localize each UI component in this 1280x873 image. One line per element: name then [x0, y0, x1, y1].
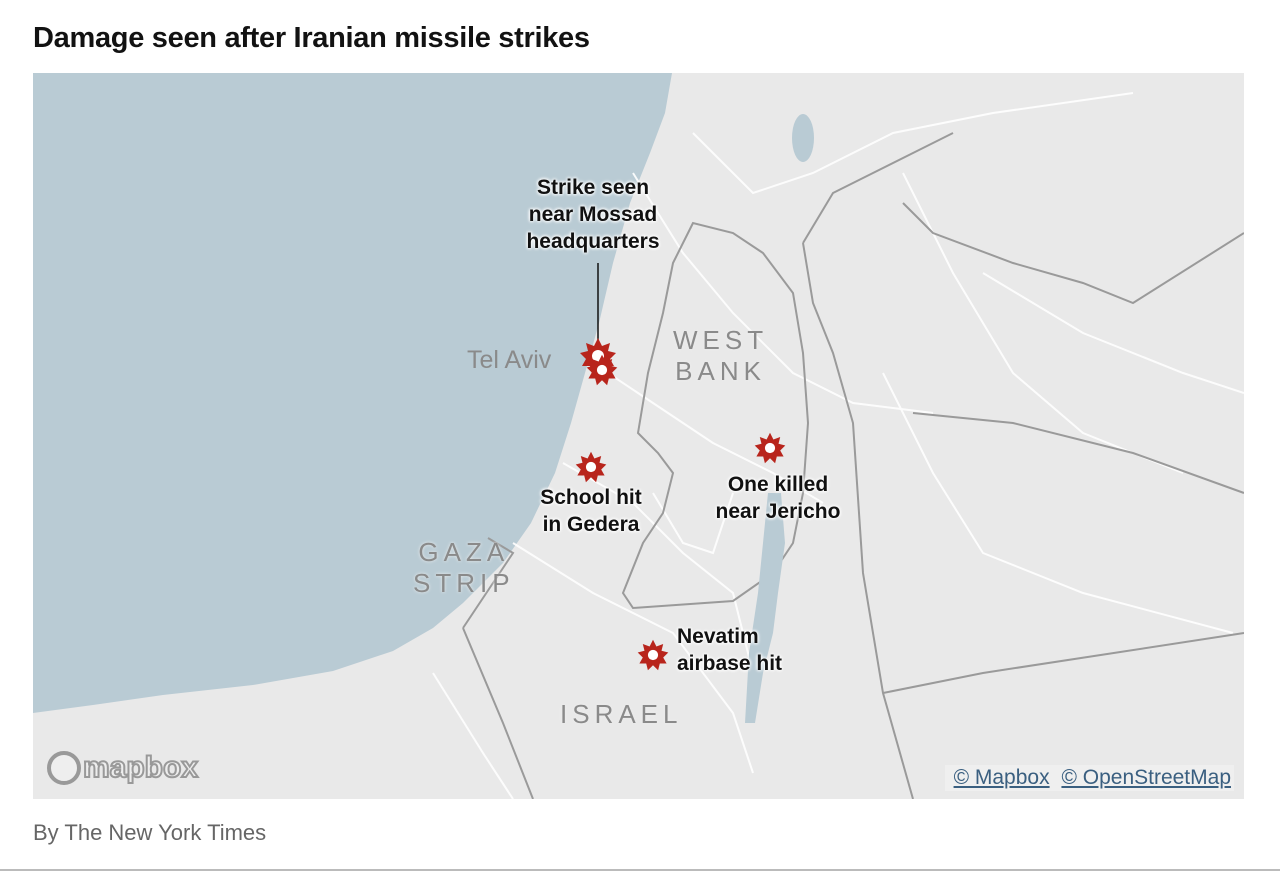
annotation-line: Strike seen [536, 176, 650, 199]
region-line: GAZA [418, 537, 510, 567]
borders [462, 132, 1244, 799]
annotation-jericho: One killed near Jericho [703, 471, 853, 525]
mapbox-logo-icon [47, 751, 81, 785]
mapbox-attribution-link[interactable]: © Mapbox [953, 766, 1050, 789]
city-label-tel-aviv: Tel Aviv [467, 346, 552, 374]
sea-of-galilee [792, 114, 814, 162]
explosion-icon-nevatim [637, 639, 669, 671]
explosion-icon-gedera [575, 451, 607, 483]
annotation-line: airbase hit [677, 652, 783, 675]
map-base [33, 73, 1244, 799]
region-label-west-bank: WEST BANK [673, 325, 768, 387]
annotation-line: Nevatim [677, 625, 759, 648]
annotation-line: near Mossad [528, 203, 658, 226]
annotation-line: School hit [540, 486, 642, 509]
dead-sea [745, 493, 785, 723]
annotation-line: headquarters [526, 230, 660, 253]
mapbox-logo[interactable]: mapbox [47, 750, 199, 785]
chart-title: Damage seen after Iranian missile strike… [33, 22, 590, 54]
annotation-line: in Gedera [542, 513, 640, 536]
region-line: STRIP [413, 568, 515, 598]
annotation-gedera: School hit in Gedera [521, 484, 661, 538]
region-label-gaza-strip: GAZA STRIP [413, 537, 515, 599]
annotation-line: One killed [727, 473, 829, 496]
region-line: WEST [673, 325, 769, 355]
annotation-line: near Jericho [715, 500, 841, 523]
region-label-israel: ISRAEL [560, 699, 683, 729]
credit-line: By The New York Times [33, 820, 267, 845]
mapbox-wordmark: mapbox [82, 750, 199, 785]
divider [0, 869, 1280, 871]
map[interactable]: Tel Aviv WEST BANK GAZA STRIP ISRAEL Str… [33, 73, 1244, 799]
annotation-mossad: Strike seen near Mossad headquarters [503, 174, 683, 255]
mediterranean-sea [33, 73, 672, 713]
region-line: BANK [675, 356, 766, 386]
annotation-nevatim: Nevatim airbase hit [677, 623, 782, 677]
explosion-icon-jericho [754, 432, 786, 464]
osm-attribution-link[interactable]: © OpenStreetMap [1061, 766, 1231, 789]
attribution: © Mapbox © OpenStreetMap [944, 765, 1234, 791]
roads [432, 92, 1244, 799]
